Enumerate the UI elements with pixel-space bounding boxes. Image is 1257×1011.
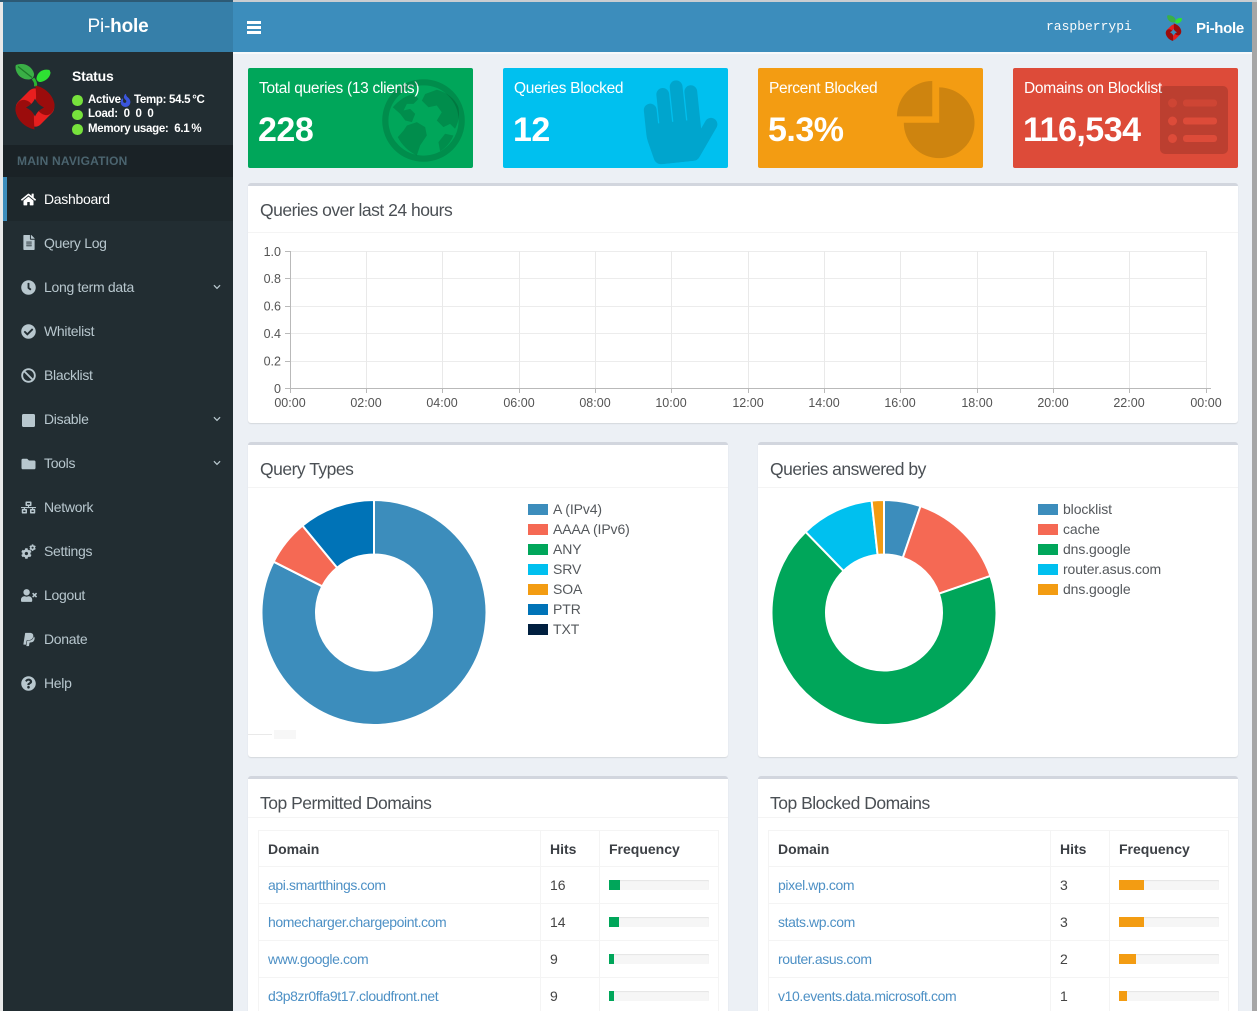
svg-text:18:00: 18:00 [961,396,992,410]
svg-text:00:00: 00:00 [274,396,305,410]
svg-text:08:00: 08:00 [579,396,610,410]
svg-text:0.8: 0.8 [264,272,281,286]
svg-text:20:00: 20:00 [1037,396,1068,410]
svg-text:0: 0 [274,382,281,396]
svg-text:22:00: 22:00 [1113,396,1144,410]
svg-text:10:00: 10:00 [655,396,686,410]
svg-text:02:00: 02:00 [350,396,381,410]
svg-text:04:00: 04:00 [426,396,457,410]
svg-text:0.4: 0.4 [264,327,281,341]
svg-text:0.6: 0.6 [264,300,281,314]
svg-text:06:00: 06:00 [503,396,534,410]
svg-text:0.2: 0.2 [264,355,281,369]
svg-text:14:00: 14:00 [808,396,839,410]
svg-text:12:00: 12:00 [732,396,763,410]
svg-text:16:00: 16:00 [884,396,915,410]
svg-text:00:00: 00:00 [1190,396,1221,410]
svg-text:1.0: 1.0 [264,245,281,259]
